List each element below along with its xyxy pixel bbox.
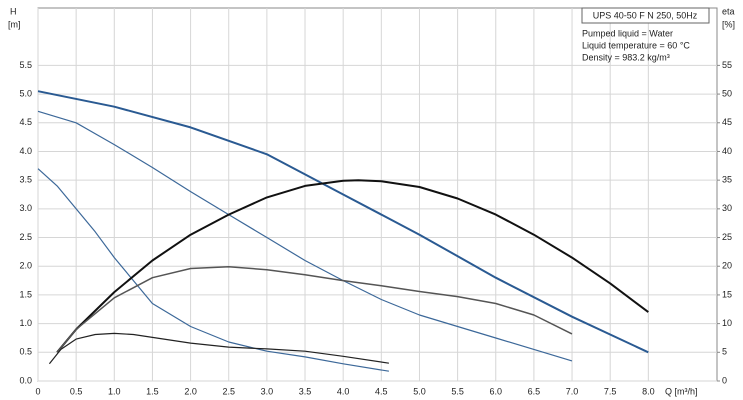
x-tick-label: 7.0 bbox=[566, 386, 579, 396]
y2-tick-label: 5 bbox=[722, 347, 727, 357]
x-tick-label: 1.0 bbox=[108, 386, 121, 396]
y2-tick-label: 40 bbox=[722, 146, 732, 156]
x-tick-label: 1.5 bbox=[146, 386, 159, 396]
y2-tick-label: 50 bbox=[722, 88, 732, 98]
curve bbox=[56, 266, 573, 353]
curve bbox=[48, 332, 389, 365]
y-tick-label: 4.0 bbox=[19, 146, 32, 156]
x-tick-label: 5.5 bbox=[451, 386, 464, 396]
y-tick-label: 4.5 bbox=[19, 117, 32, 127]
x-tick-label: 4.0 bbox=[337, 386, 350, 396]
y-tick-label: 1.0 bbox=[19, 318, 32, 328]
y-tick-label: 2.5 bbox=[19, 232, 32, 242]
annotation: Density = 983.2 kg/m³ bbox=[582, 52, 670, 62]
annotation: Liquid temperature = 60 °C bbox=[582, 40, 690, 50]
y-axis-label: H bbox=[10, 6, 17, 16]
y2-tick-label: 30 bbox=[722, 203, 732, 213]
x-tick-label: 7.5 bbox=[604, 386, 617, 396]
x-tick-label: 0.5 bbox=[70, 386, 83, 396]
y-tick-label: 1.5 bbox=[19, 289, 32, 299]
y-tick-label: 3.5 bbox=[19, 175, 32, 185]
curve bbox=[37, 168, 389, 372]
x-tick-label: 2.0 bbox=[184, 386, 197, 396]
y2-tick-label: 35 bbox=[722, 175, 732, 185]
y-tick-label: 2.0 bbox=[19, 261, 32, 271]
curve bbox=[37, 110, 573, 362]
curve bbox=[56, 179, 649, 353]
x-tick-label: 8.0 bbox=[642, 386, 655, 396]
y-tick-label: 5.5 bbox=[19, 60, 32, 70]
y-tick-label: 0.0 bbox=[19, 375, 32, 385]
annotation: Pumped liquid = Water bbox=[582, 28, 673, 38]
x-tick-label: 5.0 bbox=[413, 386, 426, 396]
x-axis-label: Q [m³/h] bbox=[665, 386, 698, 396]
x-tick-label: 3.5 bbox=[299, 386, 312, 396]
title-box bbox=[581, 7, 710, 24]
plot-frame bbox=[37, 7, 718, 382]
y2-tick-label: 0 bbox=[722, 375, 727, 385]
y-axis-unit: [m] bbox=[8, 19, 21, 29]
x-tick-label: 6.5 bbox=[528, 386, 541, 396]
y2-tick-label: 55 bbox=[722, 60, 732, 70]
x-tick-label: 0 bbox=[35, 386, 40, 396]
y2-tick-label: 25 bbox=[722, 232, 732, 242]
x-tick-label: 3.0 bbox=[261, 386, 274, 396]
y2-tick-label: 20 bbox=[722, 261, 732, 271]
x-tick-label: 6.0 bbox=[489, 386, 502, 396]
y2-axis-unit: [%] bbox=[722, 19, 735, 29]
x-tick-label: 4.5 bbox=[375, 386, 388, 396]
curve bbox=[37, 90, 649, 354]
y2-tick-label: 15 bbox=[722, 289, 732, 299]
y2-tick-label: 45 bbox=[722, 117, 732, 127]
y-tick-label: 3.0 bbox=[19, 203, 32, 213]
y2-axis-label: eta bbox=[722, 6, 735, 16]
y-tick-label: 5.0 bbox=[19, 88, 32, 98]
y-tick-label: 0.5 bbox=[19, 347, 32, 357]
y2-tick-label: 10 bbox=[722, 318, 732, 328]
x-tick-label: 2.5 bbox=[222, 386, 235, 396]
chart-title: UPS 40-50 F N 250, 50Hz bbox=[593, 10, 698, 20]
